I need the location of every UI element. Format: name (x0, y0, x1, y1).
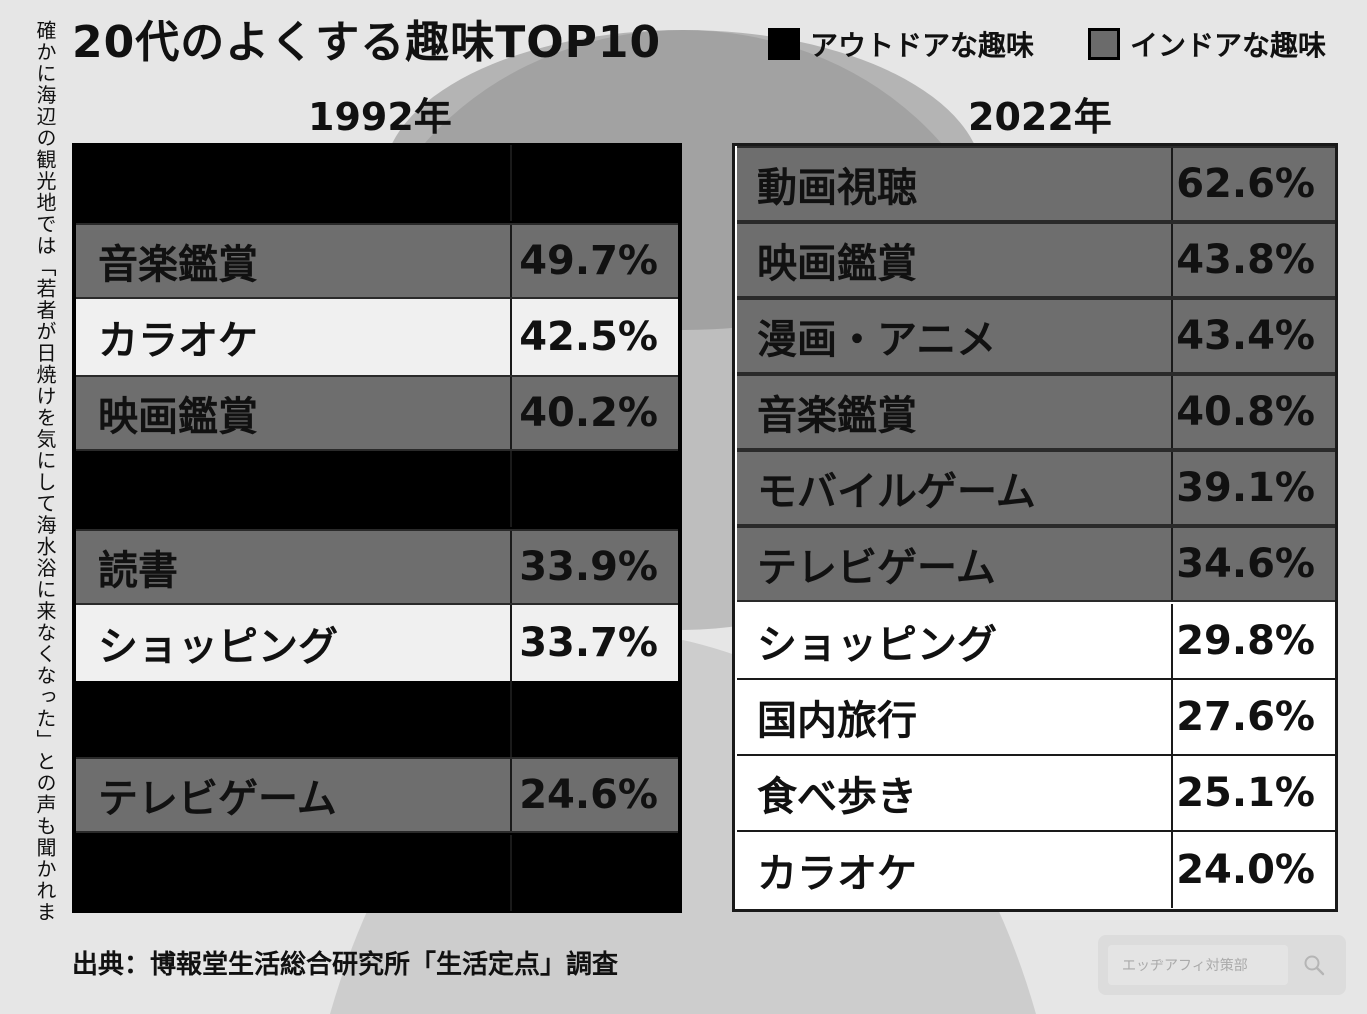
hobby-percent: 24.6% (510, 759, 678, 831)
table-row: テレビゲーム 24.6% (76, 757, 678, 833)
hobby-name: 音楽鑑賞 (98, 242, 258, 288)
hobby-percent: 43.4% (1171, 300, 1335, 372)
table-1992: 音楽鑑賞 49.7% カラオケ 42.5% 映画鑑賞 40.2% 読書 33.9% ショッピング… (72, 143, 682, 913)
table-row: 音楽鑑賞 40.8% (737, 374, 1335, 450)
hobby-name: カラオケ (757, 851, 917, 897)
hobby-name (76, 835, 510, 911)
hobby-name: テレビゲーム (757, 545, 996, 591)
hobby-name: 映画鑑賞 (757, 241, 917, 287)
hobby-name: ショッピング (98, 624, 338, 670)
hobby-name: 映画鑑賞 (98, 394, 258, 440)
hobby-percent: 33.7% (510, 605, 678, 681)
hobby-name: カラオケ (98, 318, 258, 364)
hobby-percent: 40.2% (510, 377, 678, 449)
hobby-name: 漫画・アニメ (757, 317, 997, 363)
legend-outdoor: アウトドアな趣味 (768, 24, 1034, 64)
table-row: 映画鑑賞 43.8% (737, 222, 1335, 298)
hobby-name: 動画視聴 (757, 165, 917, 211)
hobby-name: 国内旅行 (757, 698, 917, 744)
legend-indoor-label: インドアな趣味 (1130, 29, 1327, 62)
hobby-percent: 40.8% (1171, 376, 1335, 448)
table-row: カラオケ 24.0% (737, 832, 1335, 908)
table-row: 読書 33.9% (76, 529, 678, 605)
table-1992-title: 1992年 (308, 95, 452, 139)
hobby-percent (510, 451, 678, 527)
table-2022: 動画視聴 62.6% 映画鑑賞 43.8% 漫画・アニメ 43.4% 音楽鑑賞 40.8% モバ… (732, 143, 1338, 912)
legend-indoor: インドアな趣味 (1088, 24, 1326, 64)
hobby-percent: 29.8% (1171, 604, 1335, 678)
table-row (76, 681, 678, 757)
table-row (76, 145, 678, 221)
hobby-name: 音楽鑑賞 (757, 393, 917, 439)
table-row: テレビゲーム 34.6% (737, 526, 1335, 602)
search-input[interactable]: エッヂアフィ対策部 (1108, 945, 1288, 985)
table-row: モバイルゲーム 39.1% (737, 450, 1335, 526)
hobby-percent: 34.6% (1171, 528, 1335, 600)
hobby-percent: 25.1% (1171, 756, 1335, 830)
table-row: カラオケ 42.5% (76, 299, 678, 375)
table-row: 食べ歩き 25.1% (737, 756, 1335, 832)
table-row: 音楽鑑賞 49.7% (76, 223, 678, 299)
legend-outdoor-swatch (768, 28, 800, 60)
hobby-name (76, 451, 510, 527)
hobby-percent: 49.7% (510, 225, 678, 297)
hobby-percent: 24.0% (1171, 832, 1335, 908)
hobby-percent: 39.1% (1171, 452, 1335, 524)
table-row: 漫画・アニメ 43.4% (737, 298, 1335, 374)
table-row: 映画鑑賞 40.2% (76, 375, 678, 451)
page-title: 20代のよくする趣味TOP10 (72, 17, 662, 68)
legend-indoor-swatch (1088, 28, 1120, 60)
hobby-name: テレビゲーム (98, 776, 337, 822)
table-2022-title: 2022年 (968, 95, 1112, 139)
table-row: 国内旅行 27.6% (737, 680, 1335, 756)
table-row (76, 451, 678, 527)
hobby-percent: 42.5% (510, 299, 678, 375)
search-widget: エッヂアフィ対策部 (1098, 935, 1346, 995)
hobby-name: モバイルゲーム (757, 469, 1036, 515)
hobby-percent: 43.8% (1171, 224, 1335, 296)
hobby-name (76, 681, 510, 757)
hobby-percent: 27.6% (1171, 680, 1335, 754)
search-icon (1304, 955, 1325, 976)
search-button[interactable] (1294, 945, 1334, 985)
table-row (76, 835, 678, 911)
hobby-percent: 33.9% (510, 531, 678, 603)
hobby-name: ショッピング (757, 622, 997, 668)
table-row: ショッピング 29.8% (737, 604, 1335, 680)
source-note: 出典：博報堂生活総合研究所「生活定点」調査 (72, 950, 619, 980)
table-row: 動画視聴 62.6% (737, 146, 1335, 222)
hobby-percent (510, 145, 678, 221)
hobby-name (76, 145, 510, 221)
side-caption: 確かに海辺の観光地では「若者が日焼けを気にして海水浴に来なくなった」との声も聞か… (33, 20, 57, 923)
hobby-percent: 62.6% (1171, 148, 1335, 220)
hobby-percent (510, 835, 678, 911)
table-row: ショッピング 33.7% (76, 605, 678, 681)
hobby-name: 読書 (98, 548, 178, 594)
hobby-percent (510, 681, 678, 757)
hobby-name: 食べ歩き (757, 774, 917, 820)
legend-outdoor-label: アウトドアな趣味 (810, 29, 1035, 62)
